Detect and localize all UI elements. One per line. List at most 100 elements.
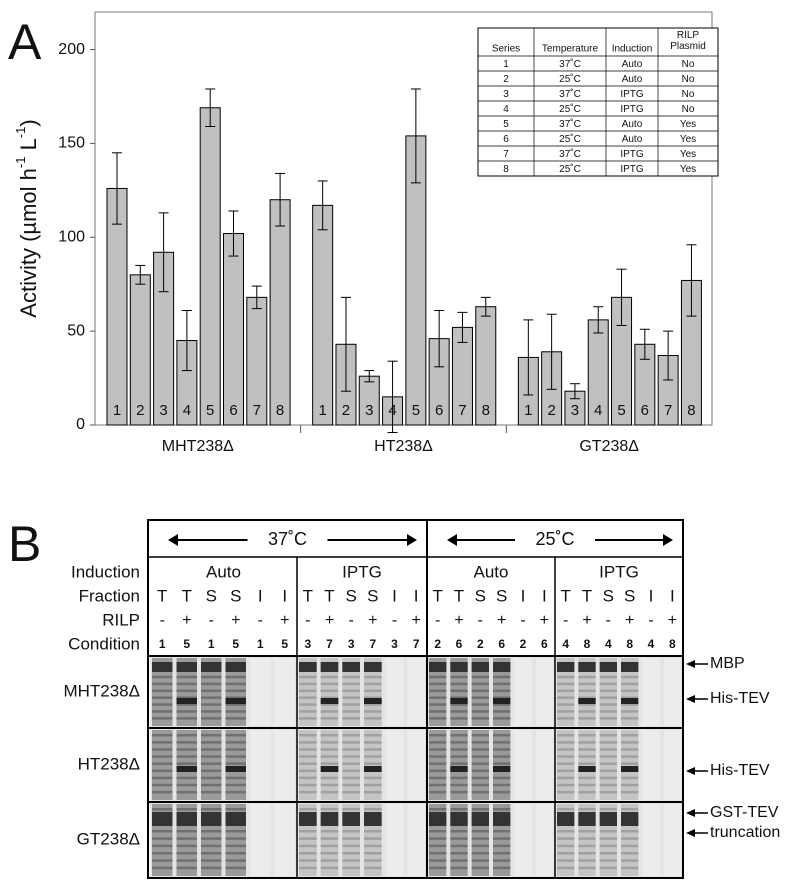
gel-band xyxy=(152,762,173,765)
gel-band xyxy=(320,755,339,758)
gel-band xyxy=(578,710,596,713)
band-label: GST-TEV xyxy=(710,804,779,821)
gel-band xyxy=(471,790,489,794)
gel-lane xyxy=(274,658,295,726)
arrow-head xyxy=(686,767,695,775)
gel-band xyxy=(342,717,360,720)
gel-lane xyxy=(250,730,271,800)
gel-band xyxy=(578,741,596,744)
gel-band xyxy=(299,808,317,811)
gel-band xyxy=(471,762,489,765)
gel-band xyxy=(225,830,246,833)
gel-lane xyxy=(557,730,575,800)
gel-band xyxy=(152,662,173,672)
table-cell: No xyxy=(682,59,695,70)
gel-band xyxy=(471,682,489,686)
table-cell: Yes xyxy=(680,164,696,175)
gel-band xyxy=(342,830,360,833)
band-label: truncation xyxy=(710,824,780,841)
gel-band xyxy=(364,682,382,686)
gel-band xyxy=(320,844,339,848)
gel-background xyxy=(555,802,683,878)
table-cell: Auto xyxy=(622,74,643,85)
gel-band xyxy=(557,689,575,693)
gel-band xyxy=(320,703,339,706)
gel-band xyxy=(599,830,617,833)
gel-band xyxy=(493,682,511,686)
gel-lane xyxy=(385,730,404,800)
gel-band xyxy=(621,748,639,751)
table-cell: 25˚C xyxy=(559,103,581,115)
gel-band xyxy=(493,734,511,737)
rilp: - xyxy=(209,612,214,629)
gel-band xyxy=(557,717,575,720)
gel-band xyxy=(429,808,447,811)
gel-band xyxy=(578,859,596,862)
bar-label: 5 xyxy=(412,402,420,419)
gel-band xyxy=(429,866,447,870)
table-cell: Yes xyxy=(680,134,696,145)
gel-band xyxy=(364,762,382,765)
gel-band xyxy=(152,710,173,713)
bar-label: 3 xyxy=(159,402,167,419)
gel-band xyxy=(364,734,382,737)
gel-band xyxy=(320,748,339,751)
bar-label: 1 xyxy=(318,402,326,419)
table-cell: IPTG xyxy=(620,89,644,100)
gel-lane xyxy=(274,730,295,800)
gel-band xyxy=(429,844,447,848)
gel-band xyxy=(493,675,511,679)
gel-band xyxy=(599,741,617,744)
table-cell: 25˚C xyxy=(559,163,581,175)
table-cell: IPTG xyxy=(620,149,644,160)
gel-band xyxy=(364,766,382,772)
gel-band xyxy=(225,748,246,751)
gel-band xyxy=(621,830,639,833)
bar-label: 6 xyxy=(229,402,237,419)
condition: 7 xyxy=(326,637,333,651)
gel-band xyxy=(450,844,468,848)
induction: Auto xyxy=(474,562,509,581)
gel-band xyxy=(320,682,339,686)
gel-band xyxy=(342,808,360,811)
gel-band xyxy=(429,812,447,826)
gel-band xyxy=(342,689,360,693)
gel-background xyxy=(427,728,555,802)
gel-lane xyxy=(642,730,660,800)
gel-band xyxy=(225,776,246,780)
gel-band xyxy=(621,696,639,699)
gel-band xyxy=(342,682,360,686)
gel-band xyxy=(599,776,617,780)
gel-band xyxy=(299,741,317,744)
gel-band xyxy=(493,741,511,744)
construct: HT238Δ xyxy=(78,754,140,773)
table-header: Temperature xyxy=(542,44,599,55)
gel-band xyxy=(471,776,489,780)
gel-band xyxy=(621,783,639,787)
gel-band xyxy=(176,748,197,751)
condition: 5 xyxy=(281,637,288,651)
table-header: Series xyxy=(492,44,520,55)
gel-band xyxy=(152,769,173,773)
gel-band xyxy=(320,766,339,772)
gel-band xyxy=(225,710,246,713)
gel-band xyxy=(471,769,489,773)
gel-band xyxy=(578,790,596,794)
gel-band xyxy=(176,675,197,679)
gel-band xyxy=(450,766,468,772)
gel-band xyxy=(201,762,222,765)
gel-background xyxy=(555,728,683,802)
gel-band xyxy=(152,748,173,751)
gel-band xyxy=(450,852,468,855)
gel-band xyxy=(320,830,339,833)
gel-band xyxy=(578,776,596,780)
fraction: S xyxy=(603,586,614,605)
gel-band xyxy=(493,812,511,826)
gel-band xyxy=(201,689,222,693)
fraction: S xyxy=(230,586,241,605)
gel-band xyxy=(225,766,246,772)
gel-band xyxy=(176,755,197,758)
gel-band xyxy=(201,755,222,758)
gel-band xyxy=(429,852,447,855)
gel-band xyxy=(557,837,575,840)
